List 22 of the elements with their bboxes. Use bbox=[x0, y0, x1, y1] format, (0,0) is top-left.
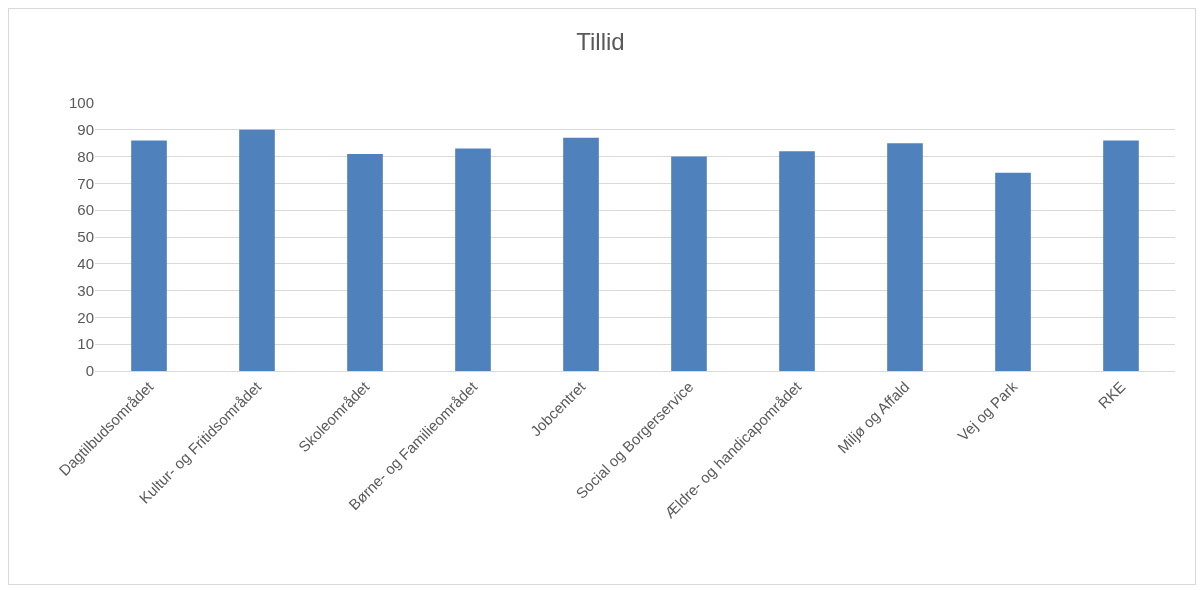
y-tick-label: 100 bbox=[68, 94, 94, 112]
y-tick-label: 90 bbox=[77, 121, 94, 139]
bar bbox=[1103, 140, 1139, 371]
bar bbox=[995, 172, 1031, 371]
y-tick-label: 30 bbox=[77, 281, 94, 299]
y-tick-label: 60 bbox=[77, 201, 94, 219]
bar bbox=[887, 143, 923, 371]
y-tick-label: 20 bbox=[77, 308, 94, 326]
y-tick-label: 70 bbox=[77, 174, 94, 192]
chart-title: Tillid bbox=[576, 27, 625, 55]
bar bbox=[347, 153, 383, 371]
y-tick-label: 80 bbox=[77, 147, 94, 165]
bar bbox=[779, 151, 815, 371]
y-tick-label: 0 bbox=[85, 362, 94, 380]
y-tick-label: 10 bbox=[77, 335, 94, 353]
y-tick-label: 40 bbox=[77, 255, 94, 273]
bar bbox=[131, 140, 167, 371]
bar bbox=[671, 156, 707, 371]
y-tick-label: 50 bbox=[77, 228, 94, 246]
bar bbox=[239, 129, 275, 371]
bar bbox=[455, 148, 491, 371]
bar bbox=[563, 137, 599, 371]
